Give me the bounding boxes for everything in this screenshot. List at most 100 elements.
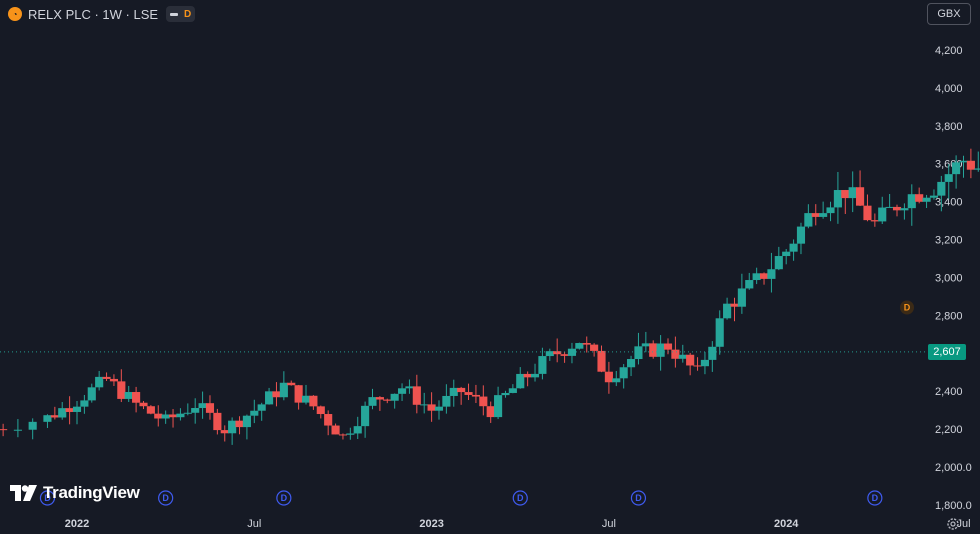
- dividend-event-marker: [630, 490, 647, 506]
- candle-body: [13, 429, 22, 431]
- candle-body: [72, 406, 82, 412]
- dividend-event-marker: [512, 490, 528, 506]
- candle-body: [183, 412, 192, 414]
- candle-body: [102, 376, 111, 379]
- candle-body: [486, 406, 495, 418]
- candle-body: [545, 351, 554, 357]
- candle-body: [700, 359, 710, 367]
- candle-body: [974, 168, 980, 170]
- candle-body: [582, 343, 591, 345]
- candle-body: [338, 434, 348, 436]
- y-tick-label: 2,200: [935, 424, 963, 436]
- candle-body: [553, 351, 562, 355]
- candle-body: [95, 376, 104, 388]
- candle-body: [501, 392, 510, 396]
- candle-body: [826, 207, 835, 214]
- tradingview-logo-icon: [10, 485, 37, 501]
- dividend-event-marker: [39, 490, 56, 506]
- candle-body: [132, 392, 141, 403]
- candle-body: [361, 405, 370, 427]
- candle-body: [65, 408, 74, 412]
- candle-body: [774, 256, 783, 270]
- last-price-label: 2,607: [928, 343, 966, 360]
- candle-body: [656, 343, 665, 357]
- dividend-event-marker: [276, 490, 292, 506]
- candle-body: [626, 359, 636, 368]
- candle-body: [449, 387, 458, 396]
- candle-body: [464, 392, 473, 395]
- candle-body: [294, 385, 303, 403]
- candle-body: [538, 356, 547, 374]
- candle-body: [796, 226, 806, 244]
- candle-body: [678, 354, 687, 359]
- candle-body: [457, 387, 466, 393]
- candle-body: [530, 373, 540, 378]
- candle-body: [575, 343, 584, 349]
- candle-body: [442, 395, 451, 407]
- x-tick-label: Jul: [602, 518, 616, 530]
- candle-body: [0, 429, 8, 431]
- market-closed-icon: [170, 12, 179, 16]
- tradingview-logo[interactable]: TradingView: [10, 482, 140, 504]
- candle-body: [117, 381, 126, 399]
- candle-body: [767, 269, 776, 279]
- candle-body: [870, 220, 879, 222]
- symbol-title[interactable]: RELX PLC · 1W · LSE: [28, 6, 159, 22]
- candle-body: [723, 303, 732, 319]
- candle-body: [590, 344, 599, 351]
- candle-body: [782, 251, 791, 257]
- candle-body: [235, 420, 244, 428]
- y-tick-label: 3,800: [935, 121, 963, 133]
- dividend-event-marker: [158, 490, 174, 506]
- candle-body: [213, 412, 222, 431]
- candle-body: [952, 162, 961, 175]
- upcoming-dividend-label: D: [904, 303, 911, 313]
- y-tick-label: 3,400: [935, 197, 963, 209]
- candle-body: [427, 404, 436, 411]
- symbol-logo-icon[interactable]: ◔: [8, 7, 22, 21]
- candle-body: [863, 205, 872, 221]
- tradingview-logo-text: TradingView: [43, 483, 140, 502]
- candle-body: [168, 414, 178, 418]
- candle-body: [434, 406, 444, 411]
- candle-body: [146, 406, 155, 414]
- candle-body: [811, 213, 820, 217]
- y-tick-label: 4,200: [935, 45, 963, 57]
- event-marker-label: D: [162, 493, 169, 503]
- candle-body: [708, 346, 717, 360]
- candle-body: [191, 408, 200, 413]
- candle-body: [745, 280, 754, 289]
- candle-body: [250, 410, 259, 416]
- candle-body: [663, 343, 673, 350]
- candle-body: [848, 187, 857, 199]
- candle-body: [220, 430, 229, 434]
- event-marker-label: D: [872, 493, 879, 503]
- candle-body: [309, 395, 318, 407]
- x-tick-label: 2022: [65, 518, 89, 530]
- candle-body: [686, 354, 695, 366]
- candle-body: [929, 195, 939, 198]
- x-tick-label: Jul: [247, 518, 261, 530]
- candle-body: [257, 404, 266, 411]
- y-tick-label: 3,200: [935, 235, 963, 247]
- candle-body: [50, 415, 59, 418]
- candle-body: [856, 187, 865, 206]
- candle-body: [324, 414, 333, 426]
- candle-body: [265, 391, 274, 405]
- candle-body: [560, 354, 569, 356]
- currency-button[interactable]: GBX: [927, 3, 971, 25]
- candle-body: [819, 213, 828, 217]
- x-tick-label: 2023: [419, 518, 443, 530]
- event-marker-label: D: [635, 493, 642, 503]
- candle-body: [494, 395, 503, 418]
- market-status-pill[interactable]: D: [166, 6, 196, 22]
- settings-gear-icon[interactable]: [946, 517, 960, 531]
- candle-body: [316, 406, 325, 415]
- candle-body: [804, 213, 813, 227]
- candle-body: [944, 174, 953, 182]
- x-tick-label: Jul: [956, 518, 970, 530]
- y-tick-label: 3,000: [935, 272, 963, 284]
- event-marker-label: D: [517, 493, 524, 503]
- candle-body: [405, 386, 414, 389]
